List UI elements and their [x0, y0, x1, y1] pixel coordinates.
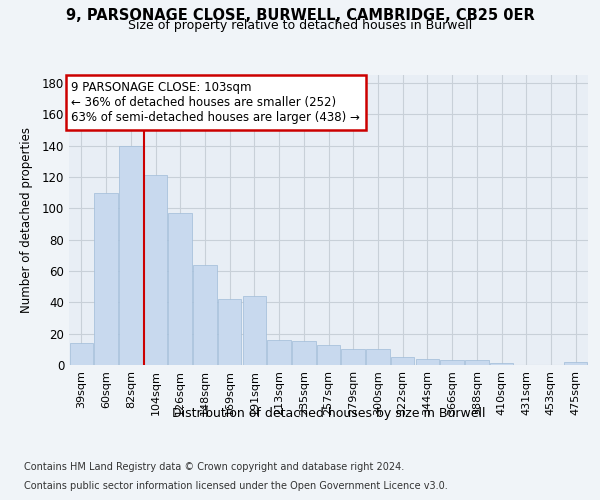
Bar	[144, 176, 167, 365]
Bar	[490, 364, 513, 365]
Bar	[317, 344, 340, 365]
Bar	[169, 213, 192, 365]
Bar	[242, 296, 266, 365]
Bar	[292, 342, 316, 365]
Bar	[119, 146, 143, 365]
Bar	[218, 299, 241, 365]
Bar	[268, 340, 291, 365]
Text: Contains public sector information licensed under the Open Government Licence v3: Contains public sector information licen…	[24, 481, 448, 491]
Text: Size of property relative to detached houses in Burwell: Size of property relative to detached ho…	[128, 19, 472, 32]
Bar	[416, 358, 439, 365]
Bar	[465, 360, 488, 365]
Bar	[94, 192, 118, 365]
Text: 9 PARSONAGE CLOSE: 103sqm
← 36% of detached houses are smaller (252)
63% of semi: 9 PARSONAGE CLOSE: 103sqm ← 36% of detac…	[71, 82, 361, 124]
Bar	[366, 350, 389, 365]
Text: Contains HM Land Registry data © Crown copyright and database right 2024.: Contains HM Land Registry data © Crown c…	[24, 462, 404, 472]
Text: 9, PARSONAGE CLOSE, BURWELL, CAMBRIDGE, CB25 0ER: 9, PARSONAGE CLOSE, BURWELL, CAMBRIDGE, …	[65, 8, 535, 22]
Bar	[440, 360, 464, 365]
Bar	[564, 362, 587, 365]
Y-axis label: Number of detached properties: Number of detached properties	[20, 127, 34, 313]
Bar	[70, 343, 93, 365]
Bar	[341, 350, 365, 365]
Bar	[193, 264, 217, 365]
Text: Distribution of detached houses by size in Burwell: Distribution of detached houses by size …	[172, 408, 485, 420]
Bar	[391, 357, 415, 365]
